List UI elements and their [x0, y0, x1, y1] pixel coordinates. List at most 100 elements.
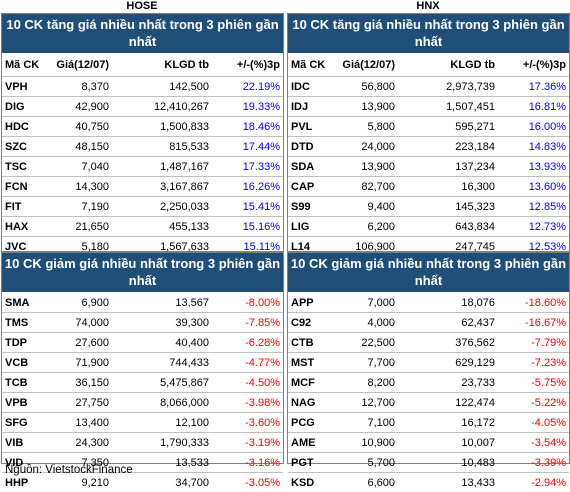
price-cell: 7,100: [332, 413, 398, 433]
volume-cell: 595,271: [398, 117, 498, 137]
hnx-losers-panel: 10 CK giảm giá nhiều nhất trong 3 phiên …: [287, 252, 570, 464]
price-cell: 74,000: [46, 313, 112, 333]
price-cell: 22,500: [332, 333, 398, 353]
volume-cell: 3,167,867: [112, 177, 212, 197]
stock-symbol: TMS: [2, 313, 46, 333]
change-cell: 13.60%: [498, 177, 569, 197]
change-cell: -4.05%: [498, 413, 569, 433]
hnx-gainers-panel: 10 CK tăng giá nhiều nhất trong 3 phiên …: [287, 13, 570, 252]
change-cell: -16.67%: [498, 313, 569, 333]
price-cell: 8,200: [332, 373, 398, 393]
change-cell: 16.26%: [212, 177, 283, 197]
column-header: Mã CK: [288, 54, 332, 77]
price-cell: 9,400: [332, 197, 398, 217]
stock-symbol: AME: [288, 433, 332, 453]
price-cell: 56,800: [332, 77, 398, 97]
stock-symbol: SDA: [288, 157, 332, 177]
change-cell: -4.50%: [212, 373, 283, 393]
change-cell: 22.19%: [212, 77, 283, 97]
volume-cell: 12,410,267: [112, 97, 212, 117]
volume-cell: 1,790,333: [112, 433, 212, 453]
stock-symbol: PCG: [288, 413, 332, 433]
stock-symbol: VPH: [2, 77, 46, 97]
volume-cell: 13,567: [112, 293, 212, 313]
change-cell: 13.93%: [498, 157, 569, 177]
price-cell: 48,150: [46, 137, 112, 157]
stock-symbol: DTD: [288, 137, 332, 157]
change-cell: 17.44%: [212, 137, 283, 157]
price-cell: 27,600: [46, 333, 112, 353]
volume-cell: 40,400: [112, 333, 212, 353]
stock-symbol: IDJ: [288, 97, 332, 117]
change-cell: 14.83%: [498, 137, 569, 157]
volume-cell: 815,533: [112, 137, 212, 157]
price-cell: 71,900: [46, 353, 112, 373]
change-cell: 15.41%: [212, 197, 283, 217]
change-cell: -4.77%: [212, 353, 283, 373]
price-cell: 42,900: [46, 97, 112, 117]
price-cell: 5,800: [332, 117, 398, 137]
volume-cell: 10,007: [398, 433, 498, 453]
change-cell: -2.94%: [498, 473, 569, 492]
volume-cell: 18,076: [398, 293, 498, 313]
stock-symbol: DIG: [2, 97, 46, 117]
stock-symbol: TSC: [2, 157, 46, 177]
volume-cell: 62,437: [398, 313, 498, 333]
change-cell: -7.85%: [212, 313, 283, 333]
change-cell: -8.00%: [212, 293, 283, 313]
column-header: Giá(12/07): [46, 54, 112, 77]
volume-cell: 1,487,167: [112, 157, 212, 177]
stock-symbol: PVL: [288, 117, 332, 137]
volume-cell: 16,172: [398, 413, 498, 433]
stock-symbol: VCB: [2, 353, 46, 373]
stock-symbol: CTB: [288, 333, 332, 353]
price-cell: 21,650: [46, 217, 112, 237]
stock-symbol: NAG: [288, 393, 332, 413]
change-cell: -3.39%: [498, 453, 569, 473]
volume-cell: 16,300: [398, 177, 498, 197]
hose-losers-panel: 10 CK giảm giá nhiều nhất trong 3 phiên …: [1, 252, 284, 464]
volume-cell: 145,323: [398, 197, 498, 217]
column-header: KLGD tb: [398, 54, 498, 77]
stock-symbol: PGT: [288, 453, 332, 473]
change-cell: 12.73%: [498, 217, 569, 237]
volume-cell: 2,973,739: [398, 77, 498, 97]
volume-cell: 8,066,000: [112, 393, 212, 413]
price-cell: 7,000: [332, 293, 398, 313]
price-cell: 8,370: [46, 77, 112, 97]
stock-symbol: KSD: [288, 473, 332, 492]
column-header: +/-(%)3p: [498, 54, 569, 77]
volume-cell: 13,433: [398, 473, 498, 492]
stock-symbol: FCN: [2, 177, 46, 197]
change-cell: -6.28%: [212, 333, 283, 353]
stock-symbol: SMA: [2, 293, 46, 313]
hose-gainers-title: 10 CK tăng giá nhiều nhất trong 3 phiên …: [2, 14, 283, 54]
volume-cell: 223,184: [398, 137, 498, 157]
column-header: +/-(%)3p: [212, 54, 283, 77]
stock-symbol: SFG: [2, 413, 46, 433]
volume-cell: 629,129: [398, 353, 498, 373]
